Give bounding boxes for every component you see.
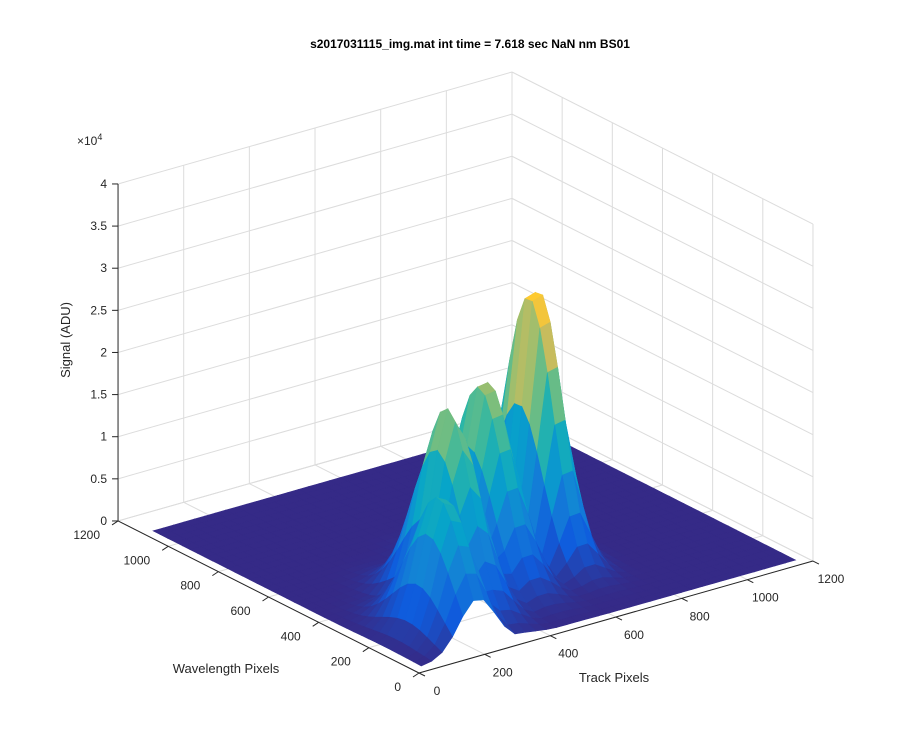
x-tick <box>615 616 623 621</box>
grid-line <box>511 324 814 478</box>
x-axis-label: Track Pixels <box>579 670 650 685</box>
x-tick <box>747 579 754 584</box>
surface <box>152 291 797 667</box>
grid-line <box>117 240 513 353</box>
grid-line <box>511 282 814 436</box>
y-tick-label: 800 <box>180 579 200 593</box>
z-tick-label: 2.5 <box>90 303 107 317</box>
z-exponent: ×104 <box>77 132 102 148</box>
y-tick <box>412 672 420 678</box>
x-tick-label: 400 <box>558 647 578 661</box>
y-tick <box>262 596 269 602</box>
y-tick-label: 0 <box>394 680 401 694</box>
y-tick-label: 200 <box>331 655 351 669</box>
z-tick-label: 1.5 <box>90 388 107 402</box>
z-axis-label: Signal (ADU) <box>58 302 73 378</box>
x-tick-label: 200 <box>493 665 513 679</box>
x-tick-label: 0 <box>434 684 441 698</box>
y-tick <box>212 571 219 577</box>
y-tick <box>362 647 370 653</box>
grid-line <box>117 197 513 311</box>
y-axis-label: Wavelength Pixels <box>173 661 280 676</box>
y-tick-label: 1000 <box>123 553 150 567</box>
z-tick-label: 3 <box>100 261 107 275</box>
z-tick-label: 4 <box>100 177 107 191</box>
x-tick <box>550 635 557 640</box>
surface-patch <box>413 656 433 667</box>
x-tick <box>484 653 491 658</box>
grid-line <box>117 366 513 480</box>
grid-line <box>511 113 814 267</box>
x-tick <box>418 672 426 677</box>
grid-line <box>117 155 513 269</box>
grid-line <box>117 113 513 227</box>
y-tick-label: 1200 <box>73 528 100 542</box>
z-tick-label: 0 <box>100 514 107 528</box>
y-tick <box>161 545 169 551</box>
y-tick-label: 600 <box>230 604 250 618</box>
x-tick <box>812 560 820 565</box>
chart-title: s2017031115_img.mat int time = 7.618 sec… <box>310 37 630 51</box>
grid-line <box>511 71 814 225</box>
z-tick-label: 3.5 <box>90 219 107 233</box>
grid-line <box>511 197 814 351</box>
x-tick-label: 800 <box>690 609 710 623</box>
z-tick-label: 0.5 <box>90 472 107 486</box>
z-tick-label: 1 <box>100 430 107 444</box>
grid-line <box>117 324 513 438</box>
x-tick <box>681 597 688 602</box>
tick-labels: 0200400600800100012000200400600800100012… <box>73 177 844 698</box>
grid-line <box>511 240 814 393</box>
grid-line <box>511 366 814 520</box>
y-tick <box>312 621 319 627</box>
grid-line <box>117 282 513 396</box>
y-tick-label: 400 <box>281 629 301 643</box>
svg-text:×104: ×104 <box>77 132 102 148</box>
x-tick-label: 600 <box>624 628 644 642</box>
x-tick-label: 1000 <box>752 591 779 605</box>
axes <box>111 183 820 678</box>
y-tick <box>111 520 119 526</box>
grid-line <box>117 71 513 185</box>
x-tick-label: 1200 <box>818 572 845 586</box>
grid-line <box>511 155 814 309</box>
z-tick-label: 2 <box>100 345 107 359</box>
